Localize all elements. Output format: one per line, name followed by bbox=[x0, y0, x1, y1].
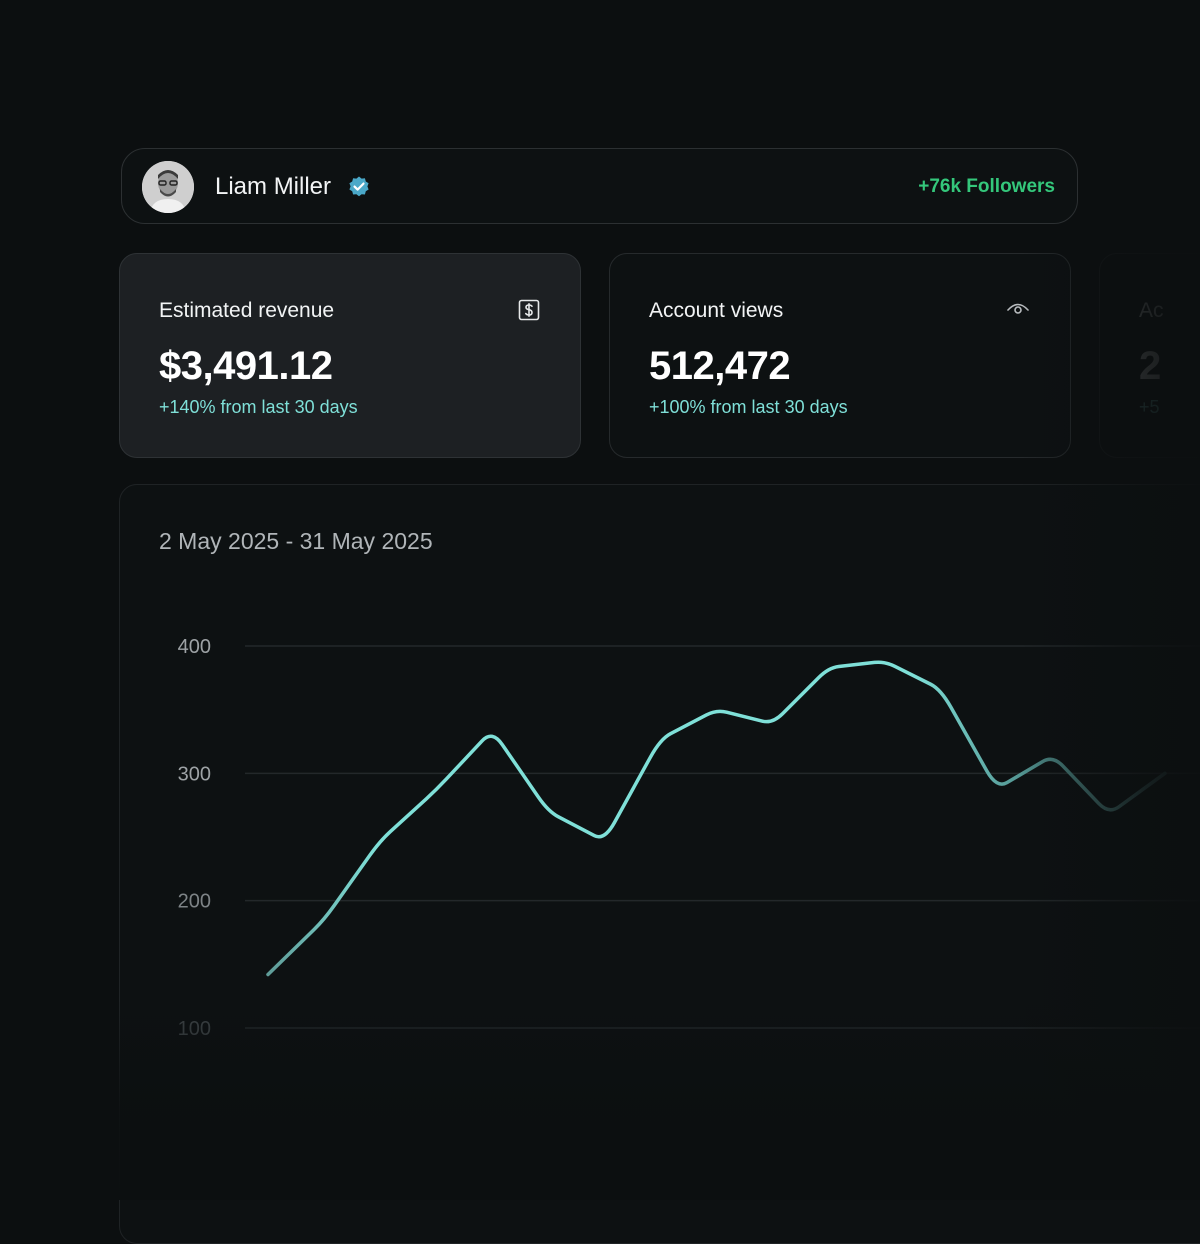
dollar-icon bbox=[518, 299, 540, 321]
views-card[interactable]: Account views 512,472 +100% from last 30… bbox=[609, 253, 1071, 458]
line-chart: 400 300 200 100 bbox=[178, 636, 1200, 1040]
card-title: Account views bbox=[649, 299, 784, 322]
card-value: $3,491.12 bbox=[159, 344, 333, 388]
card-change: +100% from last 30 days bbox=[649, 397, 848, 417]
y-tick-label: 400 bbox=[178, 636, 211, 658]
card-change: +140% from last 30 days bbox=[159, 397, 358, 417]
card-value: 512,472 bbox=[649, 344, 791, 388]
y-tick-label: 100 bbox=[178, 1018, 211, 1040]
avatar[interactable] bbox=[142, 161, 194, 213]
profile-bar[interactable]: Liam Miller +76k Followers bbox=[121, 148, 1078, 224]
y-tick-label: 200 bbox=[178, 891, 211, 913]
series-line bbox=[266, 660, 1167, 977]
profile-name: Liam Miller bbox=[215, 173, 332, 200]
revenue-card[interactable]: Estimated revenue $3,491.12 +140% from l… bbox=[119, 253, 581, 458]
y-tick-label: 300 bbox=[178, 763, 211, 785]
verified-badge-icon bbox=[349, 176, 369, 197]
avatar-portrait-icon bbox=[142, 161, 194, 213]
card-title: Estimated revenue bbox=[159, 299, 335, 322]
date-range[interactable]: 2 May 2025 - 31 May 2025 bbox=[159, 528, 433, 554]
followers-count: +76k Followers bbox=[918, 176, 1055, 197]
